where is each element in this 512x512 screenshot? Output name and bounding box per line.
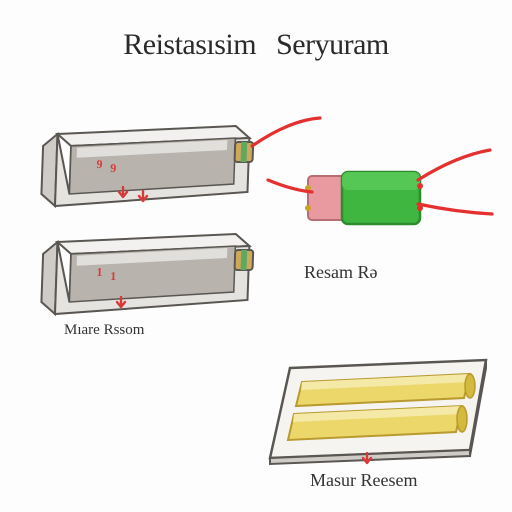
label-mare-rsom: Mıare Rssom	[64, 322, 144, 339]
diagram-canvas: Reistasısim Seryuram 9 9	[0, 0, 512, 512]
arrow-down-icon	[360, 452, 374, 466]
gold-strip-module	[258, 352, 498, 477]
label-masur-reesem: Masur Reesem	[310, 470, 417, 491]
arrow-down-icon	[136, 190, 150, 204]
arrow-down-icon	[116, 186, 130, 200]
label-resam-ra: Resam Rə	[304, 262, 378, 283]
arrow-down-icon	[114, 296, 128, 310]
